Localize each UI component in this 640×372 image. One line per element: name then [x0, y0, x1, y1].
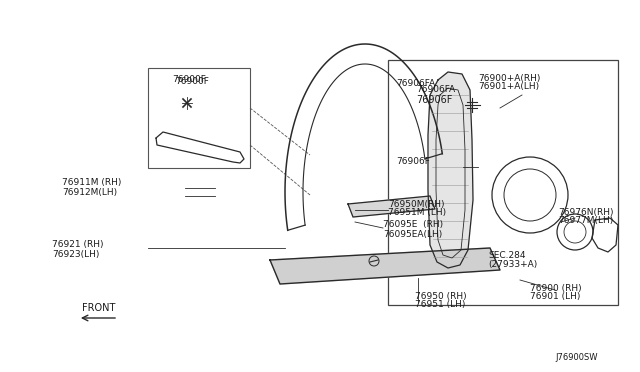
Text: 76911M (RH): 76911M (RH) — [62, 177, 122, 186]
Polygon shape — [270, 248, 500, 284]
Text: (27933+A): (27933+A) — [488, 260, 537, 269]
Bar — [388, 60, 618, 305]
Text: 76901+A(LH): 76901+A(LH) — [478, 83, 539, 92]
Text: 76950 (RH): 76950 (RH) — [415, 292, 467, 301]
Text: 76950M(RH): 76950M(RH) — [388, 199, 445, 208]
Text: 76923(LH): 76923(LH) — [52, 250, 99, 259]
Text: 76906F: 76906F — [416, 95, 452, 105]
Polygon shape — [348, 196, 435, 217]
Text: 76951M (LH): 76951M (LH) — [388, 208, 446, 218]
Bar — [148, 68, 250, 168]
Text: 76900F: 76900F — [172, 74, 206, 83]
Text: 76906F: 76906F — [396, 157, 430, 167]
Text: J76900SW: J76900SW — [555, 353, 598, 362]
Text: 76977M(LH): 76977M(LH) — [558, 217, 613, 225]
Text: 76951 (LH): 76951 (LH) — [415, 301, 465, 310]
Text: 76095EA(LH): 76095EA(LH) — [383, 230, 442, 238]
Text: 76906FA: 76906FA — [396, 80, 435, 89]
Text: 76900+A(RH): 76900+A(RH) — [478, 74, 540, 83]
Text: SEC.284: SEC.284 — [488, 251, 525, 260]
Text: 76976N(RH): 76976N(RH) — [558, 208, 614, 217]
Text: FRONT: FRONT — [82, 303, 115, 313]
Text: 76912M(LH): 76912M(LH) — [62, 187, 117, 196]
Text: 76906FA: 76906FA — [416, 86, 455, 94]
Polygon shape — [428, 72, 473, 268]
Text: 76900F: 76900F — [175, 77, 209, 87]
Text: 76921 (RH): 76921 (RH) — [52, 240, 104, 248]
Text: 76095E  (RH): 76095E (RH) — [383, 221, 443, 230]
Text: 76901 (LH): 76901 (LH) — [530, 292, 580, 301]
Text: 76900 (RH): 76900 (RH) — [530, 283, 582, 292]
